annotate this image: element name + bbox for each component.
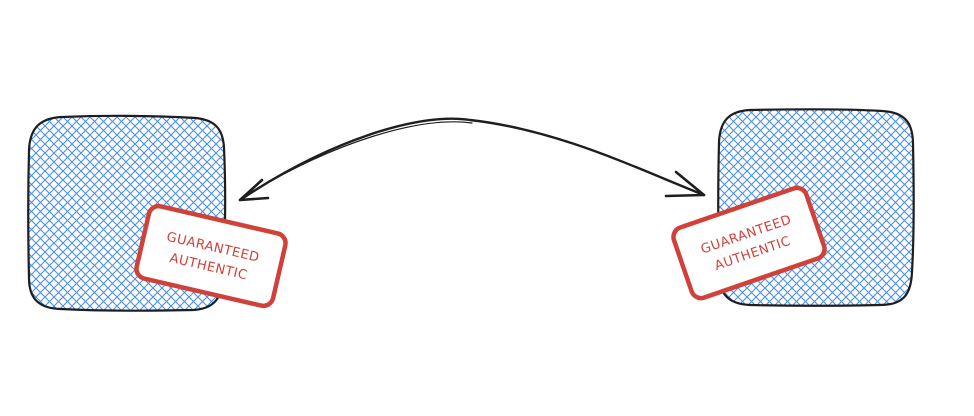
arrowhead-left-icon [238,178,270,202]
right-stamp-border [671,185,827,301]
right-stamp[interactable]: GUARANTEED AUTHENTIC [671,185,827,301]
left-stamp[interactable]: GUARANTEED AUTHENTIC [134,203,288,309]
curved-connector-arrow[interactable] [238,117,706,202]
left-stamp-border [134,203,288,309]
connector-line-shadow [241,121,473,199]
connector-line [238,117,706,202]
arrowhead-right-icon [664,170,706,198]
